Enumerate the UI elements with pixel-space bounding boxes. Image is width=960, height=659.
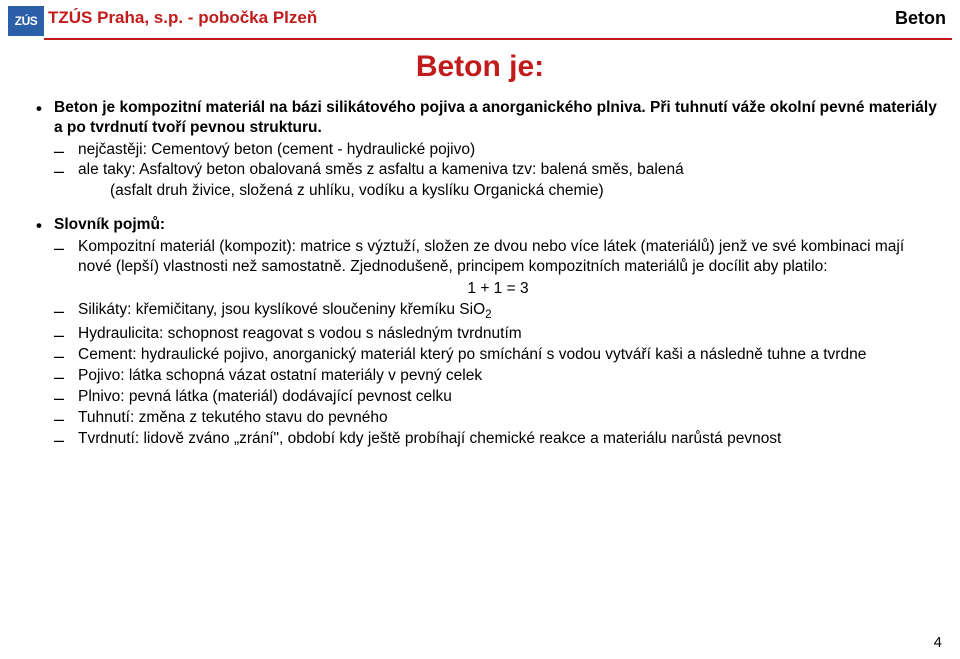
slovnik-item-0: Kompozitní materiál (kompozit): matrice …	[54, 237, 942, 277]
content-body: Beton je kompozitní materiál na bázi sil…	[0, 98, 960, 448]
slovnik-item-7: Tvrdnutí: lidově zváno „zrání", období k…	[54, 429, 942, 449]
sio-subscript: 2	[485, 309, 491, 322]
slovnik-list: Kompozitní materiál (kompozit): matrice …	[36, 237, 942, 448]
slovnik-item-2: Hydraulicita: schopnost reagovat s vodou…	[54, 324, 942, 344]
slovnik-item-1: Silikáty: křemičitany, jsou kyslíkové sl…	[54, 300, 942, 323]
formula: 1 + 1 = 3	[54, 279, 942, 299]
intro-bullet: Beton je kompozitní materiál na bázi sil…	[36, 98, 942, 138]
intro-sub-2-cont: (asfalt druh živice, složená z uhlíku, v…	[54, 181, 942, 201]
page-number: 4	[934, 634, 942, 651]
intro-text: Beton je kompozitní materiál na bázi sil…	[54, 99, 937, 136]
intro-sublist: nejčastěji: Cementový beton (cement - hy…	[36, 140, 942, 201]
intro-sub-2: ale taky: Asfaltový beton obalovaná směs…	[54, 160, 942, 180]
slovnik-section: Slovník pojmů:	[36, 215, 942, 235]
slovnik-item-4: Pojivo: látka schopná vázat ostatní mate…	[54, 366, 942, 386]
slovnik-item-3: Cement: hydraulické pojivo, anorganický …	[54, 345, 942, 365]
intro-sub-1: nejčastěji: Cementový beton (cement - hy…	[54, 140, 942, 160]
slovnik-item-6: Tuhnutí: změna z tekutého stavu do pevné…	[54, 408, 942, 428]
slide-header: ZÚS TZÚS Praha, s.p. - pobočka Plzeň Bet…	[0, 0, 960, 38]
header-right: Beton	[895, 6, 946, 29]
header-left: ZÚS TZÚS Praha, s.p. - pobočka Plzeň	[8, 6, 317, 36]
org-name: TZÚS Praha, s.p. - pobočka Plzeň	[48, 6, 317, 28]
slovnik-item-5: Plnivo: pevná látka (materiál) dodávajíc…	[54, 387, 942, 407]
header-divider	[44, 38, 952, 40]
page-title: Beton je:	[0, 50, 960, 84]
slovnik-item-1-text: Silikáty: křemičitany, jsou kyslíkové sl…	[78, 301, 485, 318]
intro-sub-2-text: ale taky: Asfaltový beton obalovaná směs…	[78, 161, 684, 178]
slovnik-heading: Slovník pojmů:	[54, 216, 165, 233]
logo: ZÚS	[8, 6, 44, 36]
